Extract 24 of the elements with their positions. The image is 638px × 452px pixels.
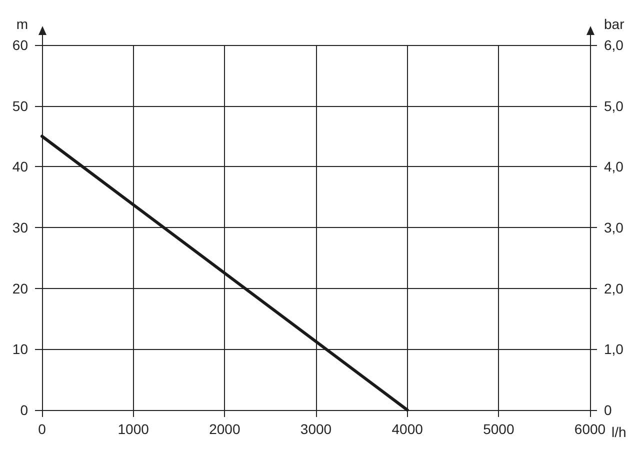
y2-tick-label: 5,0 — [604, 98, 624, 114]
x-tick-label: 1000 — [118, 421, 150, 437]
x-tick-label: 5000 — [483, 421, 514, 437]
x-axis-title: l/h — [611, 424, 626, 440]
y2-tick-label: 2,0 — [604, 280, 624, 296]
y-tick-label: 40 — [12, 158, 28, 175]
y-tick-label: 50 — [12, 98, 28, 114]
y-tick-label: 0 — [20, 402, 28, 418]
x-tick-label: 6000 — [574, 421, 606, 437]
x-tick-label: 3000 — [300, 421, 332, 437]
y2-tick-label: 0 — [604, 402, 612, 418]
y2-tick-label: 3,0 — [604, 220, 624, 236]
y2-tick-label: 4,0 — [604, 158, 624, 175]
y-tick-label: 20 — [12, 280, 28, 296]
y2-tick-label: 6,0 — [604, 37, 624, 53]
x-tick-label: 2000 — [209, 421, 240, 437]
y-tick-label: 60 — [12, 37, 28, 53]
y2-tick-label: 1,0 — [604, 341, 624, 358]
x-tick-label: 4000 — [392, 421, 424, 437]
y2-axis-title: bar — [604, 16, 625, 32]
x-tick-label: 0 — [38, 421, 46, 437]
y-tick-label: 30 — [12, 220, 28, 236]
y-tick-label: 10 — [12, 341, 28, 358]
y-axis-title: m — [16, 16, 28, 32]
